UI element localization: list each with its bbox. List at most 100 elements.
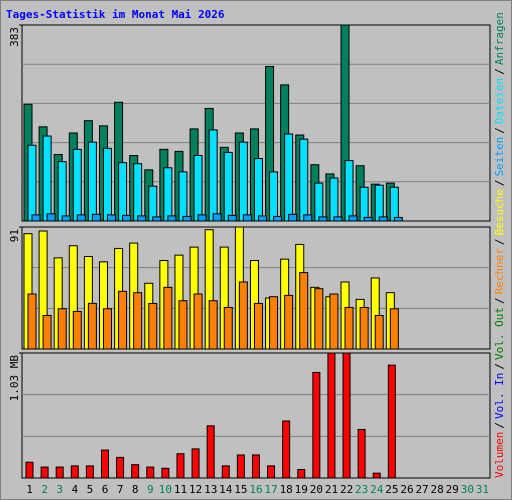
bar bbox=[299, 138, 309, 222]
bar bbox=[212, 213, 222, 222]
x-tick-label: 14 bbox=[219, 483, 233, 496]
bar bbox=[102, 308, 112, 350]
x-tick-label: 20 bbox=[310, 483, 323, 496]
bar bbox=[227, 214, 237, 222]
bar bbox=[91, 213, 101, 222]
bar bbox=[333, 216, 343, 222]
bar bbox=[236, 454, 245, 479]
bar bbox=[344, 160, 354, 222]
x-tick-label: 4 bbox=[72, 483, 79, 496]
x-tick-label: 25 bbox=[385, 483, 398, 496]
bar bbox=[223, 306, 233, 350]
bar bbox=[46, 213, 56, 222]
legend-separator: / bbox=[493, 179, 506, 186]
bar bbox=[299, 272, 309, 350]
bar bbox=[27, 293, 37, 350]
bar bbox=[284, 133, 294, 222]
bar bbox=[178, 300, 188, 350]
x-tick-label: 13 bbox=[204, 483, 217, 496]
bar bbox=[72, 148, 82, 222]
bar bbox=[393, 216, 403, 222]
bar bbox=[223, 151, 233, 222]
bar bbox=[163, 286, 173, 350]
bar bbox=[167, 215, 177, 222]
bar bbox=[208, 300, 218, 350]
bar bbox=[253, 302, 263, 350]
x-tick-label: 22 bbox=[340, 483, 353, 496]
legend-separator: / bbox=[493, 363, 506, 370]
bar bbox=[27, 144, 37, 222]
bar bbox=[221, 465, 230, 479]
bar bbox=[182, 215, 192, 222]
legend-entry: Rechner bbox=[493, 248, 506, 295]
bar bbox=[269, 171, 279, 222]
bar bbox=[191, 448, 200, 479]
bar bbox=[148, 185, 158, 222]
bar bbox=[348, 215, 358, 222]
legend-entry: Vol. Out bbox=[493, 307, 506, 360]
y-tick-label: 383 bbox=[8, 27, 21, 47]
bar bbox=[297, 469, 306, 479]
x-tick-label: 9 bbox=[147, 483, 154, 496]
legend-separator: / bbox=[493, 68, 506, 75]
bar bbox=[133, 163, 143, 222]
bar bbox=[87, 141, 97, 222]
x-tick-label: 15 bbox=[234, 483, 247, 496]
bar bbox=[163, 167, 173, 222]
bar bbox=[148, 302, 158, 350]
bar bbox=[363, 216, 373, 222]
bar bbox=[85, 465, 94, 479]
bar bbox=[342, 352, 351, 479]
bar bbox=[31, 214, 41, 222]
bar bbox=[131, 464, 140, 479]
x-tick-label: 26 bbox=[400, 483, 413, 496]
legend-separator: / bbox=[493, 422, 506, 429]
bar bbox=[55, 466, 64, 479]
bar bbox=[344, 306, 354, 350]
legend-entry: Seiten bbox=[493, 137, 506, 177]
x-tick-label: 23 bbox=[355, 483, 368, 496]
bar bbox=[206, 425, 215, 479]
bar bbox=[116, 456, 125, 479]
bar bbox=[61, 215, 71, 222]
bar bbox=[273, 215, 283, 222]
bar bbox=[251, 454, 260, 479]
bar bbox=[387, 364, 396, 479]
bar bbox=[288, 213, 298, 222]
bar bbox=[118, 162, 128, 222]
legend-entry: Vol. In bbox=[493, 373, 506, 419]
bar bbox=[176, 453, 185, 479]
bar bbox=[57, 161, 67, 222]
x-tick-label: 8 bbox=[132, 483, 139, 496]
bar bbox=[378, 216, 388, 222]
bar bbox=[146, 466, 155, 479]
x-tick-label: 19 bbox=[295, 483, 308, 496]
bar bbox=[137, 215, 147, 222]
bar bbox=[76, 214, 86, 222]
bar bbox=[257, 215, 267, 222]
bar bbox=[238, 281, 248, 350]
bar bbox=[374, 314, 384, 350]
legend-entry: Anfragen bbox=[493, 12, 506, 65]
bar bbox=[133, 292, 143, 350]
bar bbox=[374, 184, 384, 222]
bar bbox=[100, 449, 109, 479]
chart-title: Tages-Statistik im Monat Mai 2026 bbox=[6, 8, 225, 21]
x-tick-label: 11 bbox=[174, 483, 187, 496]
bar bbox=[122, 214, 132, 222]
bar bbox=[197, 214, 207, 222]
bar bbox=[102, 147, 112, 222]
bar bbox=[314, 288, 324, 350]
x-tick-label: 2 bbox=[41, 483, 48, 496]
x-tick-label: 29 bbox=[446, 483, 459, 496]
bar bbox=[389, 186, 399, 222]
legend-entry: Volumen bbox=[493, 432, 506, 478]
y-tick-label: 1.03 MB bbox=[8, 355, 21, 402]
legend-entry: Dateien bbox=[493, 78, 506, 124]
legend: Volumen / Vol. In / Vol. Out / Rechner / Besuche… bbox=[493, 12, 506, 478]
x-tick-label: 3 bbox=[56, 483, 63, 496]
bar bbox=[329, 177, 339, 222]
x-tick-label: 17 bbox=[264, 483, 277, 496]
bar bbox=[57, 308, 67, 350]
bar bbox=[42, 314, 52, 350]
